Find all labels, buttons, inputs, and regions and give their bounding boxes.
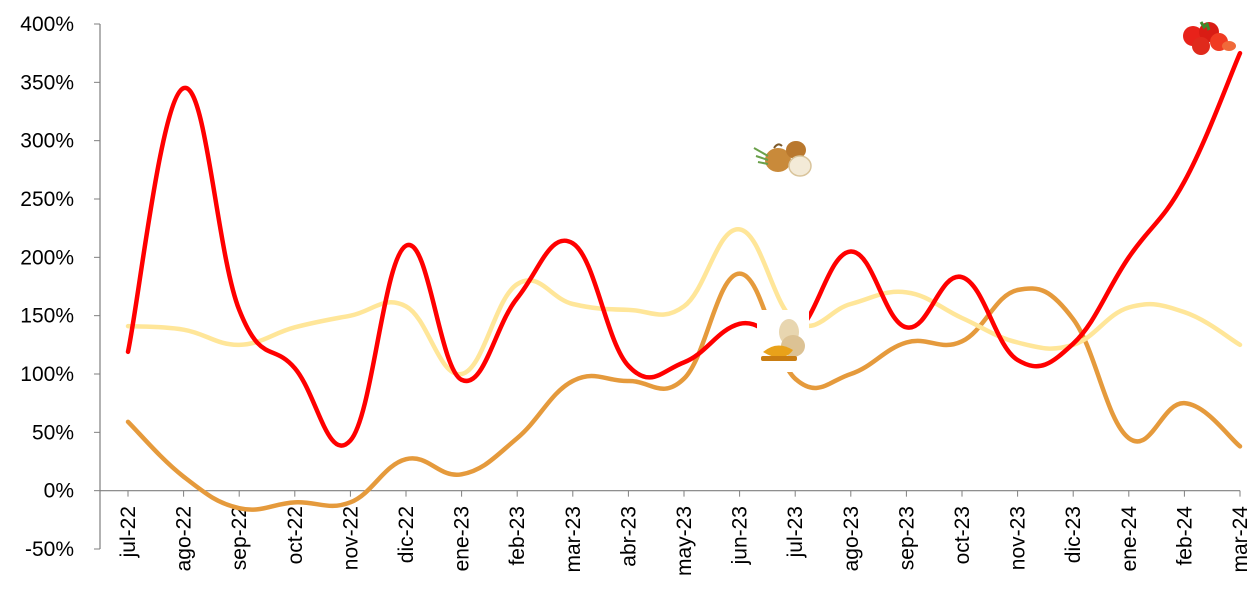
x-tick-label: oct-23 (951, 506, 974, 564)
series-line (125, 227, 1243, 377)
x-tick-label: abr-23 (617, 506, 640, 567)
x-tick-label: may-23 (673, 506, 696, 576)
x-tick-label: ene-24 (1118, 506, 1141, 572)
y-tick-label: 350% (20, 71, 74, 94)
squash-icon (757, 310, 809, 372)
x-tick-label: jul-23 (784, 506, 807, 558)
x-tick-label: oct-22 (284, 506, 307, 564)
series-onion (125, 227, 1243, 377)
y-tick-label: 250% (20, 188, 74, 211)
x-tick-label: jul-22 (117, 506, 140, 558)
series-line (125, 50, 1243, 448)
x-tick-label: nov-22 (339, 506, 362, 570)
onion-icon (753, 141, 812, 177)
series-line (125, 271, 1243, 512)
x-tick-label: nov-23 (1007, 506, 1030, 570)
x-tick-label: feb-23 (506, 506, 529, 566)
x-tick-label: dic-22 (395, 506, 418, 563)
x-tick-label: ago-22 (173, 506, 196, 571)
x-axis: jul-22 ago-22 sep-22 oct-22 nov-22 dic-22 ene-… (100, 490, 1252, 576)
x-tick-label: mar-23 (562, 506, 585, 573)
y-tick-label: 0% (44, 480, 74, 503)
x-tick-label: dic-23 (1062, 506, 1085, 563)
x-tick-label: jun-23 (729, 506, 752, 565)
y-axis: 400% 350% 300% 250% 200% 150% 100% 50% 0% -50% (20, 13, 101, 561)
series-tomato (125, 50, 1243, 448)
x-tick-label: ene-23 (451, 506, 474, 571)
series-layer (125, 50, 1243, 512)
x-tick-label: feb-24 (1173, 506, 1196, 566)
x-tick-label: ago-23 (840, 506, 863, 571)
series-squash (125, 271, 1243, 512)
y-tick-label: 300% (20, 130, 74, 153)
tomato-icon (1183, 21, 1236, 55)
x-tick-label: sep-23 (895, 506, 918, 570)
y-tick-label: 100% (20, 363, 74, 386)
x-tick-label: mar-24 (1229, 506, 1252, 573)
y-tick-label: 50% (32, 421, 74, 444)
y-tick-label: 150% (20, 305, 74, 328)
y-tick-label: -50% (25, 538, 74, 561)
x-tick-label: sep-22 (228, 506, 251, 570)
y-tick-label: 200% (20, 246, 74, 269)
y-tick-label: 400% (20, 13, 74, 36)
